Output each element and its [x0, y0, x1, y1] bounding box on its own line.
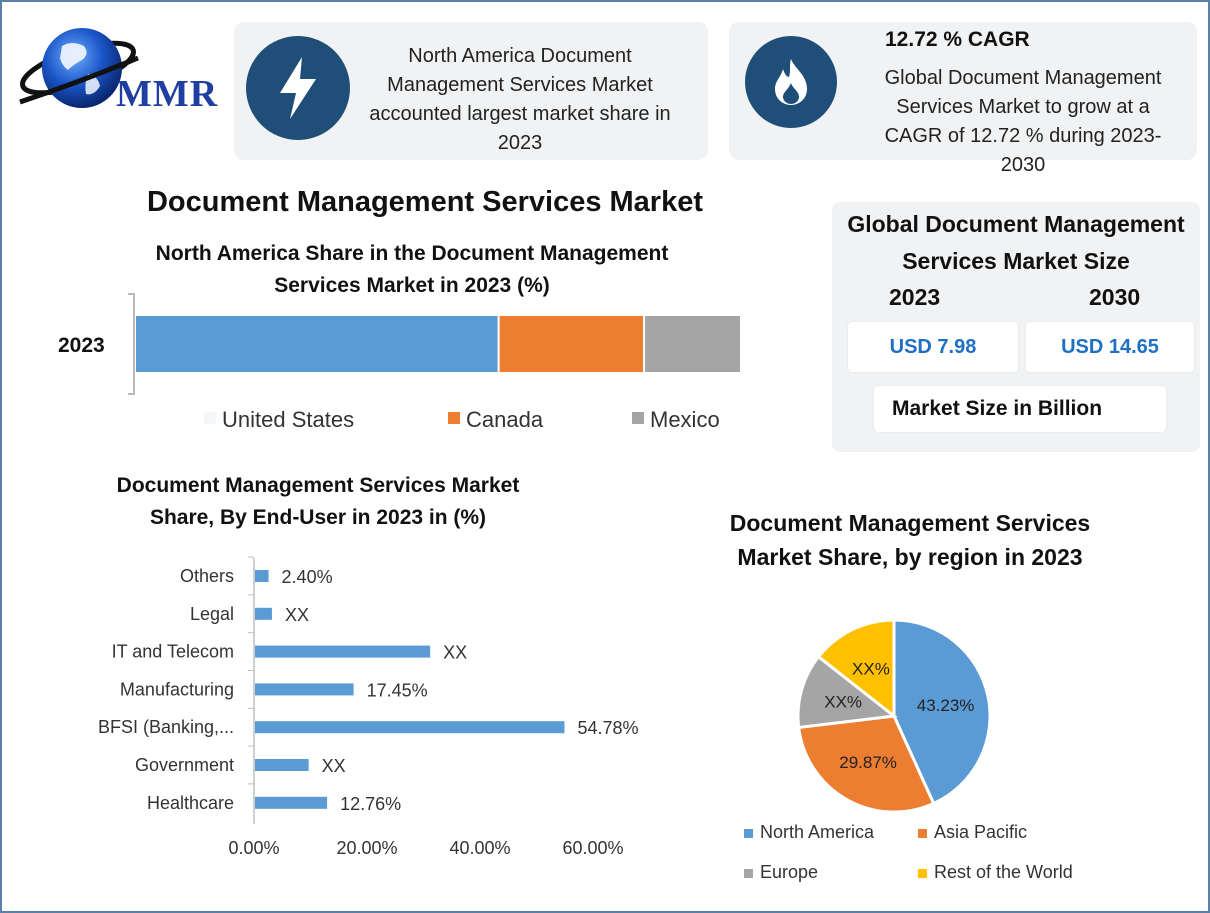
end-user-chart-title: Document Management Services Market Shar… — [62, 470, 574, 534]
region-chart-title: Document Management Services Market Shar… — [692, 506, 1128, 574]
cagr-text: Global Document Management Services Mark… — [857, 64, 1189, 180]
stacked-chart-title-line: North America Share in the Document Mana… — [155, 242, 669, 265]
end-user-x-tick-label: 20.00% — [336, 838, 397, 858]
info-card-text: North America Document Management Servic… — [352, 42, 688, 154]
lightning-icon — [280, 57, 316, 119]
main-title: Document Management Services Market — [146, 186, 704, 218]
cagr-line: CAGR of 12.72 % during 2023- — [884, 125, 1162, 147]
end-user-bar — [255, 796, 328, 809]
stacked-category-label: 2023 — [58, 334, 105, 357]
info-card-line: North America Document — [408, 45, 632, 67]
end-user-data-label: 2.40% — [282, 567, 333, 587]
lightning-icon-badge — [246, 36, 350, 140]
stacked-chart-title-line: Services Market in 2023 (%) — [274, 274, 550, 297]
market-size-title-line: Services Market Size — [902, 248, 1130, 274]
end-user-x-tick-label: 0.00% — [228, 838, 279, 858]
stacked-bar-segment-united-states — [136, 316, 498, 372]
pie-data-label: 29.87% — [839, 753, 897, 772]
region-chart-title-line: Document Management Services — [729, 510, 1091, 536]
end-user-category-label: Legal — [190, 604, 234, 624]
pie-legend-label: North America — [760, 822, 875, 842]
end-user-bar — [255, 570, 269, 582]
pie-data-label: XX% — [852, 660, 890, 679]
end-user-bar — [255, 607, 272, 620]
region-pie-chart: 43.23% 29.87% XX% XX% North America Asia Paci… — [744, 618, 1073, 882]
end-user-data-label: XX — [443, 643, 467, 663]
end-user-data-label: 12.76% — [340, 794, 401, 814]
pie-data-label: 43.23% — [917, 696, 975, 715]
stacked-legend-swatch — [204, 412, 216, 424]
pie-legend-swatch — [744, 829, 753, 838]
end-user-bar — [255, 721, 565, 734]
value-2030: USD 14.65 — [1026, 322, 1194, 372]
end-user-chart-title-line: Share, By End-User in 2023 in (%) — [149, 506, 487, 529]
stacked-legend-swatch — [448, 412, 460, 424]
end-user-category-label: Healthcare — [147, 793, 234, 813]
value-2023: USD 7.98 — [848, 322, 1018, 372]
pie-slice-asia-pacific — [797, 714, 936, 814]
cagr-line: 2030 — [1000, 154, 1046, 176]
end-user-bar-chart: Others 2.40% Legal XX IT and Telecom XX Manufa… — [98, 556, 639, 858]
end-user-data-label: 17.45% — [367, 680, 428, 700]
info-card-line: 2023 — [497, 132, 543, 154]
end-user-category-label: Manufacturing — [120, 679, 234, 699]
end-user-category-label: Government — [135, 755, 234, 775]
region-chart-title-line: Market Share, by region in 2023 — [737, 544, 1083, 570]
end-user-bar — [255, 645, 431, 658]
end-user-data-label: XX — [285, 605, 309, 625]
pie-data-label: XX% — [824, 693, 862, 712]
end-user-category-label: Others — [180, 566, 234, 586]
stacked-legend-label: United States — [222, 407, 354, 432]
stacked-legend-label: Canada — [466, 407, 544, 432]
stacked-bar-chart: 2023 United States Canada Mexico — [58, 293, 740, 432]
pie-legend-swatch — [918, 869, 927, 878]
end-user-x-tick-label: 60.00% — [562, 838, 623, 858]
unit-label: Market Size in Billion — [874, 386, 1166, 432]
end-user-category-label: BFSI (Banking,... — [98, 717, 234, 737]
market-size-title-line: Global Document Management — [847, 211, 1185, 237]
stacked-bar-segment-canada — [499, 316, 644, 372]
stacked-legend-swatch — [632, 412, 644, 424]
year-2030-label: 2030 — [1089, 284, 1141, 310]
flame-icon — [775, 59, 807, 105]
globe-icon — [19, 28, 139, 108]
logo-text: MMR — [116, 73, 219, 115]
info-card-north-america: North America Document Management Servic… — [234, 22, 708, 160]
info-card-line: accounted largest market share in — [369, 103, 671, 125]
info-card-cagr: 12.72 % CAGR Global Document Management … — [729, 22, 1197, 176]
pie-legend-swatch — [744, 869, 753, 878]
market-size-title: Global Document Management Services Mark… — [832, 206, 1200, 280]
pie-slice-europe — [796, 654, 898, 730]
cagr-line: Global Document Management — [884, 67, 1162, 89]
pie-legend-swatch — [918, 829, 927, 838]
stacked-bar-segment-mexico — [645, 316, 740, 372]
market-size-panel: Global Document Management Services Mark… — [832, 202, 1200, 452]
end-user-bar — [255, 759, 309, 771]
pie-slice-north-america — [892, 618, 992, 806]
pie-legend-label: Rest of the World — [934, 862, 1073, 882]
year-2023-label: 2023 — [889, 284, 941, 310]
info-card-line: Management Services Market — [387, 74, 653, 96]
pie-slice-rest-of-the-world — [816, 618, 896, 720]
cagr-heading: 12.72 % CAGR — [885, 28, 1030, 51]
pie-legend-label: Europe — [760, 862, 818, 882]
end-user-data-label: XX — [322, 756, 346, 776]
stacked-legend-label: Mexico — [650, 407, 720, 432]
cagr-line: Services Market to grow at a — [896, 96, 1150, 118]
pie-legend-label: Asia Pacific — [934, 822, 1027, 842]
end-user-x-tick-label: 40.00% — [449, 838, 510, 858]
stacked-chart-title: North America Share in the Document Mana… — [102, 238, 722, 302]
end-user-chart-title-line: Document Management Services Market — [116, 474, 520, 497]
end-user-category-label: IT and Telecom — [112, 642, 234, 662]
flame-icon-badge — [745, 36, 837, 128]
end-user-bar — [255, 683, 354, 696]
end-user-data-label: 54.78% — [578, 718, 639, 738]
logo: MMR — [16, 24, 238, 120]
stacked-axis-bracket — [128, 293, 135, 395]
